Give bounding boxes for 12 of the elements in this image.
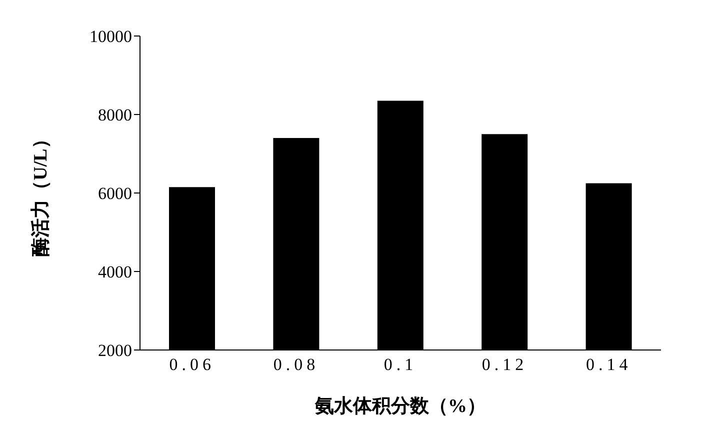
y-tick-label: 10000 (90, 27, 132, 46)
y-tick-label: 6000 (98, 184, 132, 204)
y-axis-title: 酶活力（U/L） (30, 130, 52, 256)
x-tick-label: 0.06 (169, 355, 215, 374)
y-tick-label: 8000 (98, 106, 132, 125)
x-axis-title: 氨水体积分数（%） (314, 395, 486, 417)
y-tick-label: 2000 (98, 341, 132, 360)
x-tick-label: 0.12 (482, 355, 528, 374)
x-tick-label: 0.1 (384, 355, 418, 374)
y-tick-label: 4000 (98, 262, 132, 282)
x-tick-label: 0.14 (586, 355, 632, 374)
x-tick-label: 0.08 (273, 355, 320, 374)
